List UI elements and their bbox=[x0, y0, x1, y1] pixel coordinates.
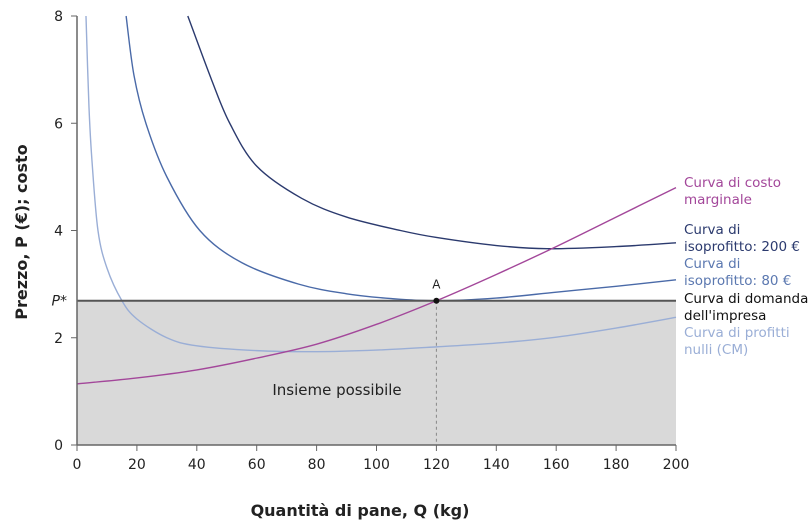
x-tick-label: 20 bbox=[128, 457, 146, 473]
label-mc-1: Curva di costo bbox=[684, 175, 781, 191]
x-tick-label: 120 bbox=[423, 457, 450, 473]
point-a-label: A bbox=[432, 278, 441, 292]
x-tick-label: 160 bbox=[543, 457, 570, 473]
x-tick-label: 0 bbox=[73, 457, 82, 473]
label-iso80-1: Curva di bbox=[684, 256, 740, 272]
isoprofit-80-curve bbox=[125, 15, 677, 302]
label-iso80-2: isoprofitto: 80 € bbox=[684, 273, 791, 289]
isoprofit-200-curve bbox=[187, 15, 677, 250]
label-zero-2: nulli (CM) bbox=[684, 342, 748, 358]
y-tick-label: 6 bbox=[54, 116, 63, 132]
x-tick-label: 80 bbox=[308, 457, 326, 473]
x-tick-label: 200 bbox=[663, 457, 690, 473]
x-tick-label: 60 bbox=[248, 457, 266, 473]
x-tick-label: 180 bbox=[603, 457, 630, 473]
feasible-region bbox=[77, 300, 676, 445]
zero-profit-curve bbox=[85, 15, 677, 353]
y-tick-label: 0 bbox=[54, 438, 63, 454]
label-demand-1: Curva di domanda bbox=[684, 291, 808, 307]
label-iso200-2: isoprofitto: 200 € bbox=[684, 239, 800, 255]
y-tick-label: 4 bbox=[54, 224, 63, 240]
x-axis-title: Quantità di pane, Q (kg) bbox=[251, 501, 470, 520]
label-demand-2: dell'impresa bbox=[684, 308, 766, 324]
point-a bbox=[433, 297, 440, 304]
y-tick-label: 2 bbox=[54, 331, 63, 347]
marginal-cost-curve bbox=[76, 186, 677, 385]
y-tick-label: 8 bbox=[54, 9, 63, 25]
x-tick-label: 40 bbox=[188, 457, 206, 473]
label-zero-1: Curva di profitti bbox=[684, 325, 790, 341]
feasible-region-label: Insieme possibile bbox=[272, 381, 401, 399]
label-iso200-1: Curva di bbox=[684, 222, 740, 238]
x-tick-label: 100 bbox=[363, 457, 390, 473]
x-tick-label: 140 bbox=[483, 457, 510, 473]
y-tick-label-pstar: P* bbox=[52, 294, 67, 310]
label-mc-2: marginale bbox=[684, 192, 752, 208]
y-axis-title: Prezzo, P (€); costo bbox=[12, 144, 31, 319]
